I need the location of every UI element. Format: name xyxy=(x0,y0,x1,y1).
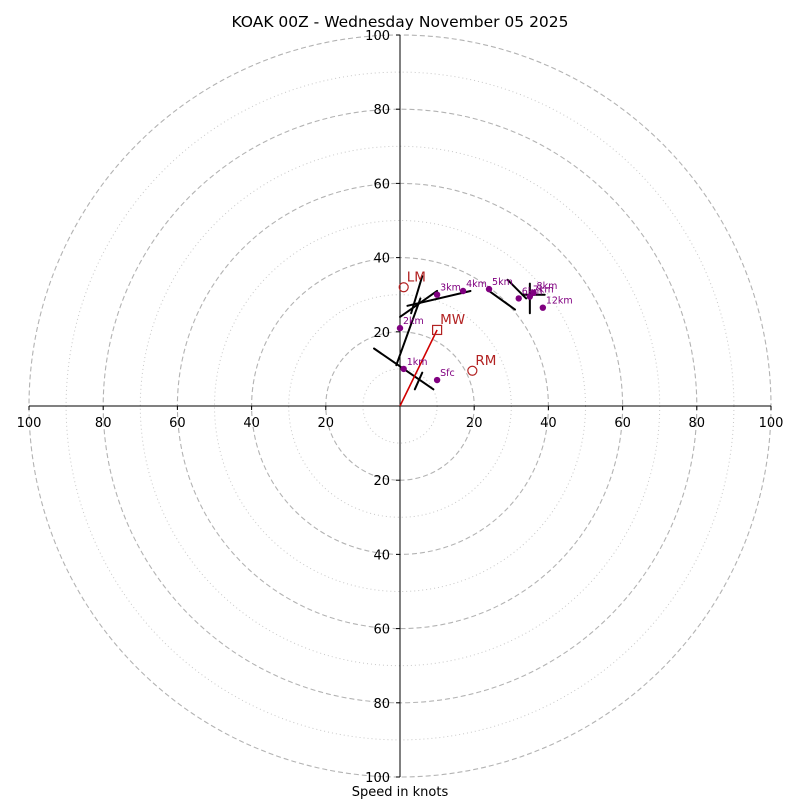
y-tick-label: 20 xyxy=(373,326,390,341)
height-label-4km: 4km xyxy=(466,279,487,290)
chart-title: KOAK 00Z - Wednesday November 05 2025 xyxy=(231,13,568,31)
height-label-3km: 3km xyxy=(440,283,461,294)
mean_wind-label: MW xyxy=(440,312,465,328)
right_mover-marker xyxy=(467,365,478,376)
y-tick-label: 40 xyxy=(373,548,390,563)
hodograph-point-3km xyxy=(433,291,441,298)
x-tick-label: 60 xyxy=(169,416,186,431)
right_mover-label: RM xyxy=(475,353,496,369)
mean_wind-marker xyxy=(432,324,443,336)
shear-vector xyxy=(399,329,438,407)
height-label-7km: 7km xyxy=(533,285,554,296)
height-label-1km: 1km xyxy=(407,357,428,368)
left_mover-marker xyxy=(398,282,409,293)
wind-barb-3 xyxy=(395,297,422,367)
hodograph-point-12km xyxy=(539,304,547,311)
wind-barb-5 xyxy=(406,289,472,307)
height-label-5km: 5km xyxy=(492,277,513,288)
y-tick-label: 100 xyxy=(365,771,390,786)
y-tick-label: 80 xyxy=(373,697,390,712)
height-label-8km: 8km xyxy=(537,281,558,292)
hodograph-point-6km xyxy=(515,295,522,302)
wind-barb-6 xyxy=(488,289,517,311)
hodograph-point-8km xyxy=(530,289,537,297)
x-tick-label: 80 xyxy=(689,416,706,431)
hodograph-point-1km xyxy=(400,365,407,373)
y-tick-label: 60 xyxy=(373,623,390,638)
x-tick-label: 40 xyxy=(540,416,557,431)
y-tick-label: 40 xyxy=(373,252,390,267)
hodograph-point-Sfc xyxy=(433,376,441,384)
x-axis-label: Speed in knots xyxy=(352,785,449,800)
x-tick-label: 80 xyxy=(95,416,112,431)
storm-motion: MW RM LM xyxy=(398,269,496,376)
y-tick-label: 100 xyxy=(365,29,390,44)
x-tick-label: 20 xyxy=(466,416,483,431)
tick-labels: 100 80 60 40 20 20 40 60 80 100 100 80 60 40 20 20 40 60 8… xyxy=(17,29,784,786)
hodograph-point-4km xyxy=(459,287,467,295)
wind-barb-1 xyxy=(413,371,424,391)
height-label-Sfc: Sfc xyxy=(440,368,455,379)
x-tick-label: 60 xyxy=(614,416,631,431)
left_mover-label: LM xyxy=(407,269,426,285)
hodograph-point-5km xyxy=(485,285,493,293)
y-tick-label: 60 xyxy=(373,177,390,192)
y-tick-label: 20 xyxy=(373,474,390,489)
y-tick-label: 80 xyxy=(373,103,390,118)
x-tick-label: 40 xyxy=(243,416,260,431)
shear-vector-group xyxy=(399,329,438,407)
hodograph-points: Sfc1km2km3km4km5km6km7km8km12km xyxy=(396,277,573,384)
x-tick-label: 20 xyxy=(318,416,335,431)
height-label-2km: 2km xyxy=(403,316,424,327)
height-label-12km: 12km xyxy=(546,296,573,307)
x-tick-label: 100 xyxy=(17,416,42,431)
x-tick-label: 100 xyxy=(759,416,784,431)
hodograph-point-2km xyxy=(396,324,404,332)
